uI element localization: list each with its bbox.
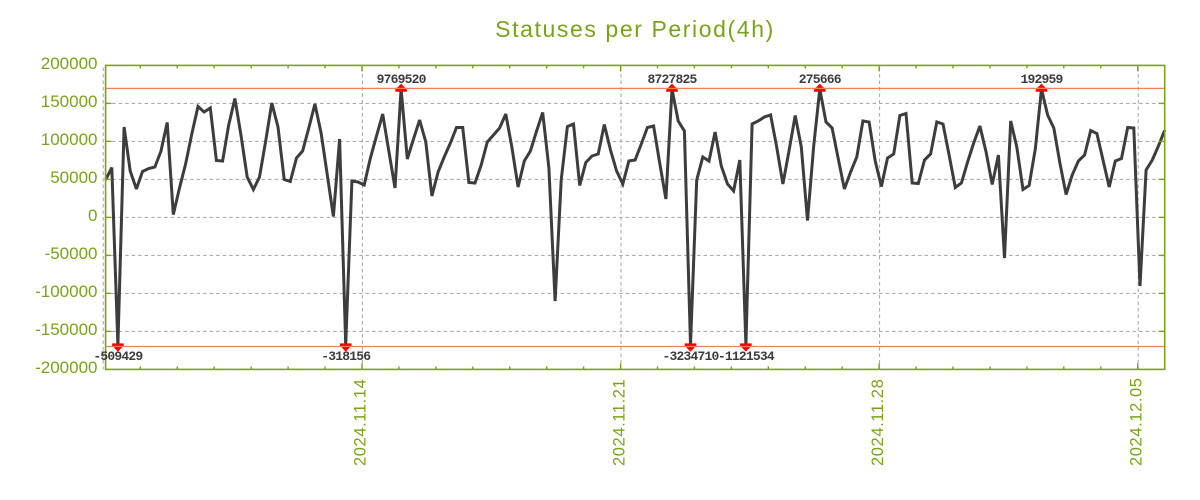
svg-text:2024.11.28: 2024.11.28 <box>869 379 887 466</box>
svg-text:9769520: 9769520 <box>377 72 427 87</box>
svg-text:-150000: -150000 <box>35 320 97 339</box>
svg-text:2024.11.14: 2024.11.14 <box>352 379 370 466</box>
svg-text:-1121534: -1121534 <box>718 349 775 364</box>
svg-text:2024.12.05: 2024.12.05 <box>1128 377 1146 466</box>
svg-text:8727825: 8727825 <box>647 72 697 87</box>
svg-text:-200000: -200000 <box>35 358 97 377</box>
svg-text:-100000: -100000 <box>35 282 97 301</box>
svg-text:-318156: -318156 <box>321 349 371 364</box>
svg-text:-509429: -509429 <box>93 349 143 364</box>
svg-text:192959: 192959 <box>1020 72 1063 87</box>
svg-text:Statuses per Period(4h): Statuses per Period(4h) <box>495 16 775 42</box>
svg-text:-50000: -50000 <box>45 244 98 263</box>
svg-text:100000: 100000 <box>41 130 98 149</box>
svg-text:275666: 275666 <box>799 72 842 87</box>
svg-text:200000: 200000 <box>41 54 98 73</box>
svg-text:50000: 50000 <box>50 168 97 187</box>
svg-text:-3234710: -3234710 <box>662 349 719 364</box>
svg-text:0: 0 <box>88 206 97 225</box>
svg-text:2024.11.21: 2024.11.21 <box>610 379 628 466</box>
svg-text:150000: 150000 <box>41 92 98 111</box>
